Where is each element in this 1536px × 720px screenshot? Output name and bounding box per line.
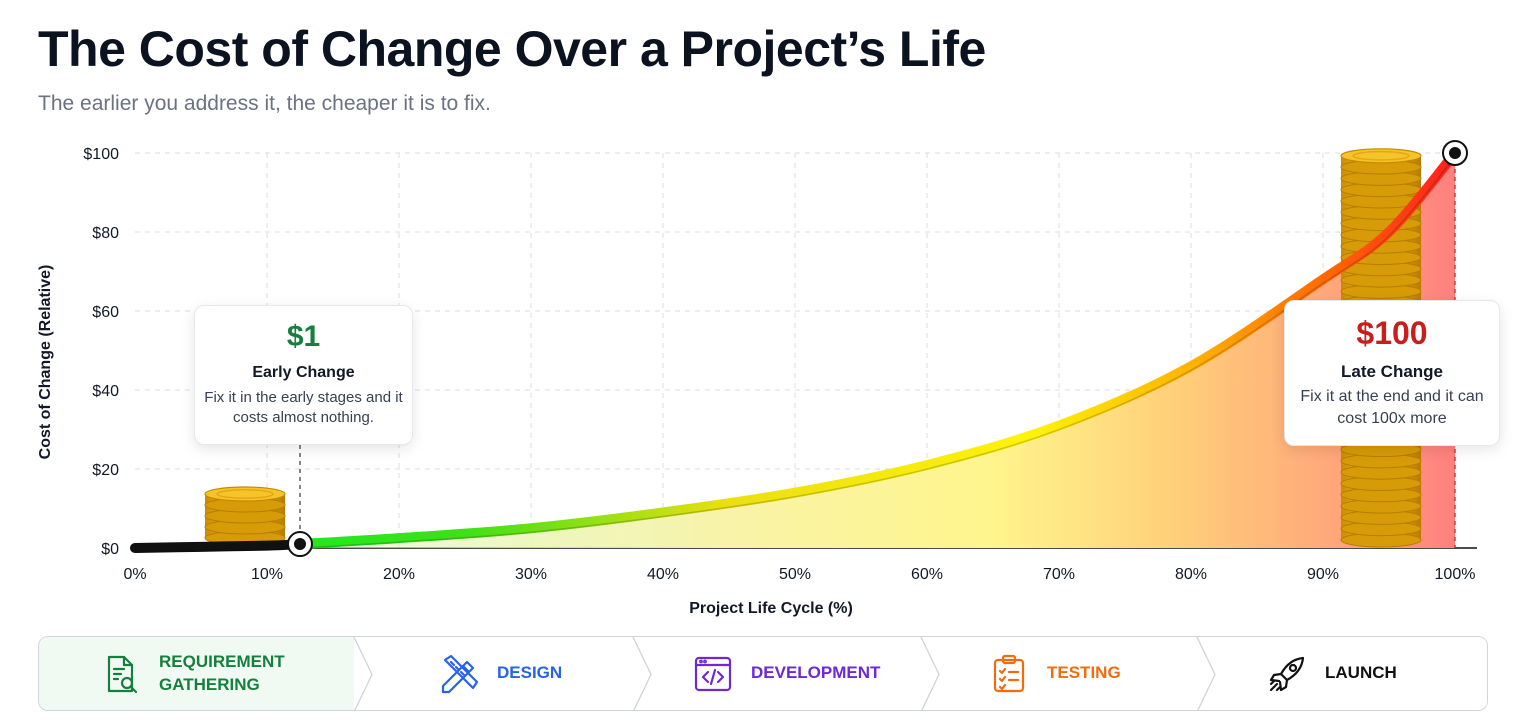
- page-title: The Cost of Change Over a Project’s Life: [38, 21, 986, 77]
- clipboard-check-icon: [993, 654, 1025, 692]
- early-change-cost: $1: [286, 320, 321, 353]
- phase-label: LAUNCH: [1325, 663, 1397, 683]
- series-lines: [130, 148, 1460, 553]
- y-tick-label: $20: [92, 462, 119, 479]
- early-change-text: Fix it in the early stages and it costs …: [204, 389, 403, 427]
- y-tick-label: $100: [83, 146, 119, 163]
- phase-divider: [1196, 637, 1216, 710]
- coin-rim: [216, 489, 274, 499]
- phase-chevrons: [39, 637, 1487, 710]
- phase-divider: [353, 637, 373, 710]
- document-search-icon: [107, 655, 138, 693]
- y-tick-label: $0: [101, 541, 119, 558]
- x-axis-title: Project Life Cycle (%): [689, 600, 853, 617]
- tick-labels: $0 $20 $40 $60 $80 $100 0% 10% 20% 30% 40% 50% 60% 70…: [83, 146, 1475, 583]
- code-window-icon: [694, 656, 732, 691]
- phase-label: TESTING: [1047, 663, 1121, 683]
- x-tick-label: 80%: [1175, 566, 1207, 583]
- x-tick-label: 90%: [1307, 566, 1339, 583]
- phase-segment: [921, 637, 1215, 710]
- phase-label: DEVELOPMENT: [751, 663, 881, 683]
- phase-segment: [39, 637, 372, 710]
- x-tick-label: 0%: [123, 566, 146, 583]
- area-fill: [300, 153, 1455, 548]
- late-change-text: Fix it at the end and it can cost 100x m…: [1300, 388, 1484, 427]
- phase-launch: LAUNCH: [1267, 637, 1397, 710]
- x-tick-label: 40%: [647, 566, 679, 583]
- y-axis-title: Cost of Change (Relative): [37, 265, 54, 460]
- x-tick-label: 70%: [1043, 566, 1075, 583]
- markers: [287, 140, 1468, 558]
- phase-design: DESIGN: [439, 637, 562, 710]
- phase-segment: [354, 637, 651, 710]
- y-tick-label: $60: [92, 304, 119, 321]
- phase-development: DEVELOPMENT: [693, 637, 880, 710]
- phase-bar: REQUIREMENT GATHERING DESIGN DEVELOPMENT…: [38, 636, 1488, 711]
- late-change-callout: $100 Late Change Fix it at the end and i…: [1284, 300, 1500, 446]
- x-tick-label: 20%: [383, 566, 415, 583]
- ruler-pencil-icon: [441, 654, 479, 693]
- page-subtitle: The earlier you address it, the cheaper …: [38, 92, 491, 115]
- coin-rim: [1352, 150, 1410, 161]
- cost-curve-chart: $0 $20 $40 $60 $80 $100 0% 10% 20% 30% 40% 50% 60% 70…: [37, 140, 1477, 617]
- early-change-callout: $1 Early Change Fix it in the early stag…: [194, 305, 413, 445]
- phase-segment: [1197, 637, 1487, 710]
- phase-divider: [920, 637, 940, 710]
- x-tick-label: 60%: [911, 566, 943, 583]
- x-tick-label: 50%: [779, 566, 811, 583]
- coin-stack-early: [204, 486, 286, 546]
- rocket-icon: [1269, 656, 1305, 691]
- x-tick-label: 100%: [1435, 566, 1476, 583]
- cost-line: [130, 148, 1460, 553]
- marker-dot: [1449, 147, 1461, 159]
- phase-label: REQUIREMENT GATHERING: [159, 651, 285, 694]
- cost-line-shadow: [134, 156, 1456, 553]
- phase-testing: TESTING: [989, 637, 1121, 710]
- phase-divider: [632, 637, 652, 710]
- x-tick-label: 10%: [251, 566, 283, 583]
- cost-area: [300, 153, 1455, 548]
- early-change-title: Early Change: [252, 364, 355, 381]
- y-tick-label: $80: [92, 225, 119, 242]
- phase-requirement-gathering: REQUIREMENT GATHERING: [101, 637, 285, 710]
- phase-label: DESIGN: [497, 663, 563, 683]
- x-tick-label: 30%: [515, 566, 547, 583]
- phase-segment: [633, 637, 939, 710]
- y-tick-label: $40: [92, 383, 119, 400]
- late-change-cost: $100: [1356, 315, 1428, 351]
- late-change-title: Late Change: [1340, 362, 1444, 381]
- marker-dot: [294, 538, 306, 551]
